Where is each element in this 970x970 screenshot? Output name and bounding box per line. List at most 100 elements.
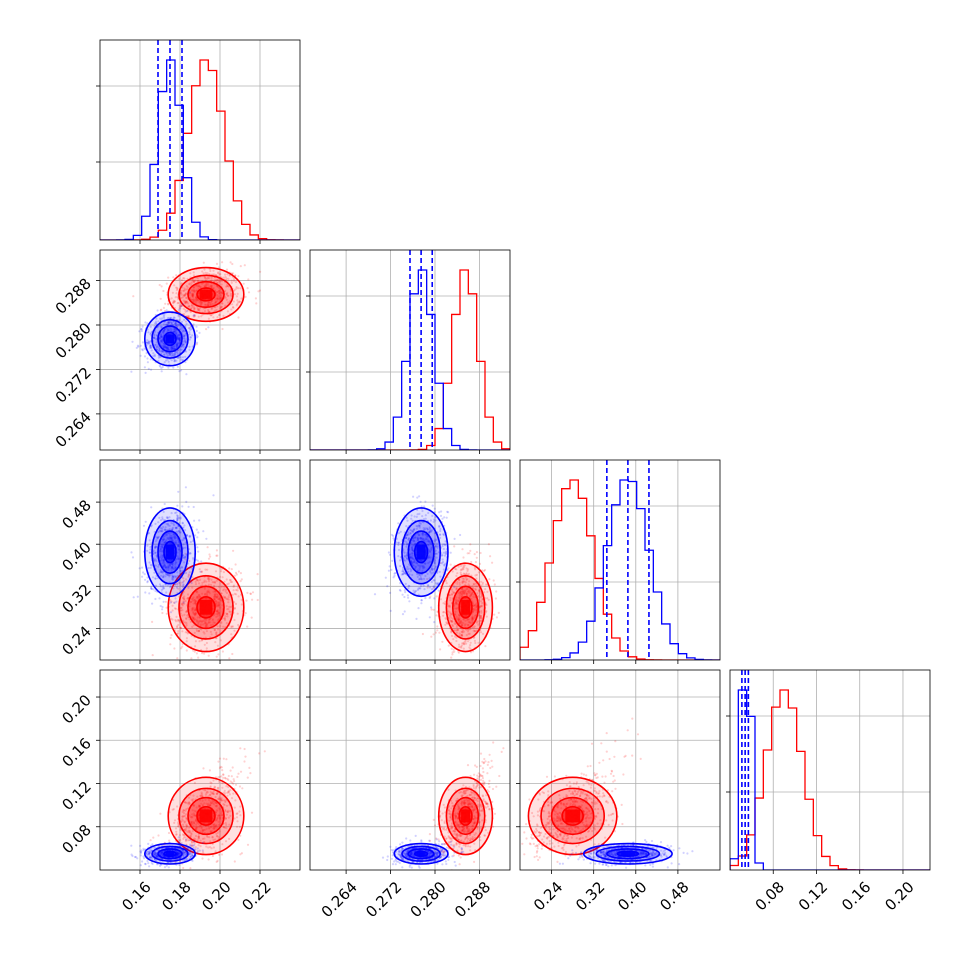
- scatter-point: [480, 604, 483, 607]
- scatter-point: [217, 286, 220, 289]
- scatter-point: [210, 847, 213, 850]
- scatter-point: [422, 538, 425, 541]
- scatter-point: [174, 351, 178, 354]
- scatter-point: [167, 522, 170, 526]
- scatter-point: [232, 549, 235, 552]
- scatter-point: [231, 625, 235, 628]
- scatter-point: [132, 596, 135, 599]
- scatter-point: [177, 558, 180, 561]
- scatter-point: [174, 537, 177, 540]
- scatter-point: [162, 574, 165, 577]
- scatter-point: [461, 592, 464, 595]
- scatter-point: [411, 552, 414, 555]
- scatter-point: [244, 755, 247, 758]
- scatter-point: [167, 328, 170, 331]
- scatter-point: [414, 566, 417, 569]
- scatter-point: [458, 596, 461, 599]
- scatter-point: [183, 556, 186, 560]
- scatter-point: [441, 558, 444, 561]
- scatter-point: [489, 555, 492, 558]
- scatter-point: [150, 332, 153, 335]
- scatter-point: [221, 769, 224, 772]
- scatter-point: [146, 544, 149, 547]
- scatter-point: [181, 810, 184, 814]
- scatter-point: [420, 602, 423, 605]
- scatter-point: [195, 806, 198, 809]
- scatter-point: [226, 613, 229, 616]
- scatter-point: [175, 331, 178, 334]
- scatter-point: [167, 360, 170, 363]
- scatter-point: [418, 521, 421, 525]
- scatter-point: [196, 299, 199, 302]
- scatter-point: [405, 516, 408, 519]
- scatter-point: [195, 528, 198, 531]
- scatter-point: [180, 358, 183, 361]
- scatter-point: [177, 544, 180, 548]
- scatter-point: [465, 592, 468, 596]
- scatter-point: [184, 355, 187, 358]
- scatter-point: [165, 533, 168, 537]
- scatter-point: [188, 327, 191, 330]
- scatter-point: [444, 623, 447, 626]
- scatter-point: [202, 614, 205, 617]
- scatter-point: [439, 514, 443, 518]
- scatter-point: [458, 597, 461, 600]
- scatter-point: [165, 569, 168, 572]
- scatter-point: [406, 557, 409, 560]
- scatter-point: [153, 330, 156, 333]
- scatter-point: [203, 303, 207, 306]
- scatter-point: [225, 804, 229, 807]
- scatter-point: [204, 621, 207, 624]
- histogram-series-0: [100, 59, 300, 240]
- scatter-point: [213, 580, 217, 584]
- scatter-point: [196, 795, 199, 798]
- scatter-point: [189, 552, 192, 555]
- scatter-point: [461, 577, 464, 580]
- scatter-point: [388, 565, 391, 568]
- scatter-point: [188, 305, 191, 308]
- scatter-point: [213, 801, 216, 804]
- scatter-point: [451, 651, 454, 654]
- scatter-point: [413, 544, 416, 547]
- scatter-point: [170, 559, 173, 562]
- scatter-point: [424, 533, 427, 536]
- scatter-point: [215, 655, 218, 658]
- scatter-point: [497, 611, 500, 615]
- scatter-point: [217, 786, 220, 790]
- scatter-point: [220, 305, 223, 308]
- scatter-point: [197, 835, 200, 838]
- scatter-point: [404, 555, 407, 558]
- scatter-point: [217, 797, 220, 800]
- scatter-point: [483, 568, 487, 572]
- scatter-point: [171, 578, 174, 581]
- scatter-point: [235, 295, 238, 298]
- scatter-point: [183, 289, 186, 292]
- scatter-point: [194, 279, 197, 282]
- scatter-point: [204, 277, 207, 280]
- scatter-point: [177, 323, 180, 326]
- scatter-point: [195, 619, 198, 622]
- scatter-point: [420, 505, 423, 508]
- scatter-point: [176, 517, 179, 520]
- scatter-point: [172, 328, 176, 331]
- scatter-point: [225, 285, 228, 288]
- scatter-point: [191, 576, 194, 579]
- scatter-point: [415, 562, 418, 565]
- scatter-point: [225, 758, 228, 761]
- scatter-point: [184, 301, 187, 304]
- scatter-point: [461, 634, 464, 637]
- scatter-point: [173, 647, 176, 650]
- scatter-point: [263, 750, 266, 753]
- scatter-point: [170, 347, 173, 350]
- scatter-point: [215, 596, 218, 600]
- scatter-point: [153, 322, 157, 325]
- scatter-point: [218, 853, 221, 856]
- scatter-point: [437, 589, 440, 592]
- scatter-point: [215, 600, 218, 603]
- scatter-point: [192, 286, 195, 289]
- scatter-point: [421, 570, 424, 573]
- scatter-point: [462, 590, 465, 593]
- scatter-point: [160, 574, 163, 578]
- scatter-point: [413, 527, 416, 531]
- scatter-point: [217, 604, 220, 607]
